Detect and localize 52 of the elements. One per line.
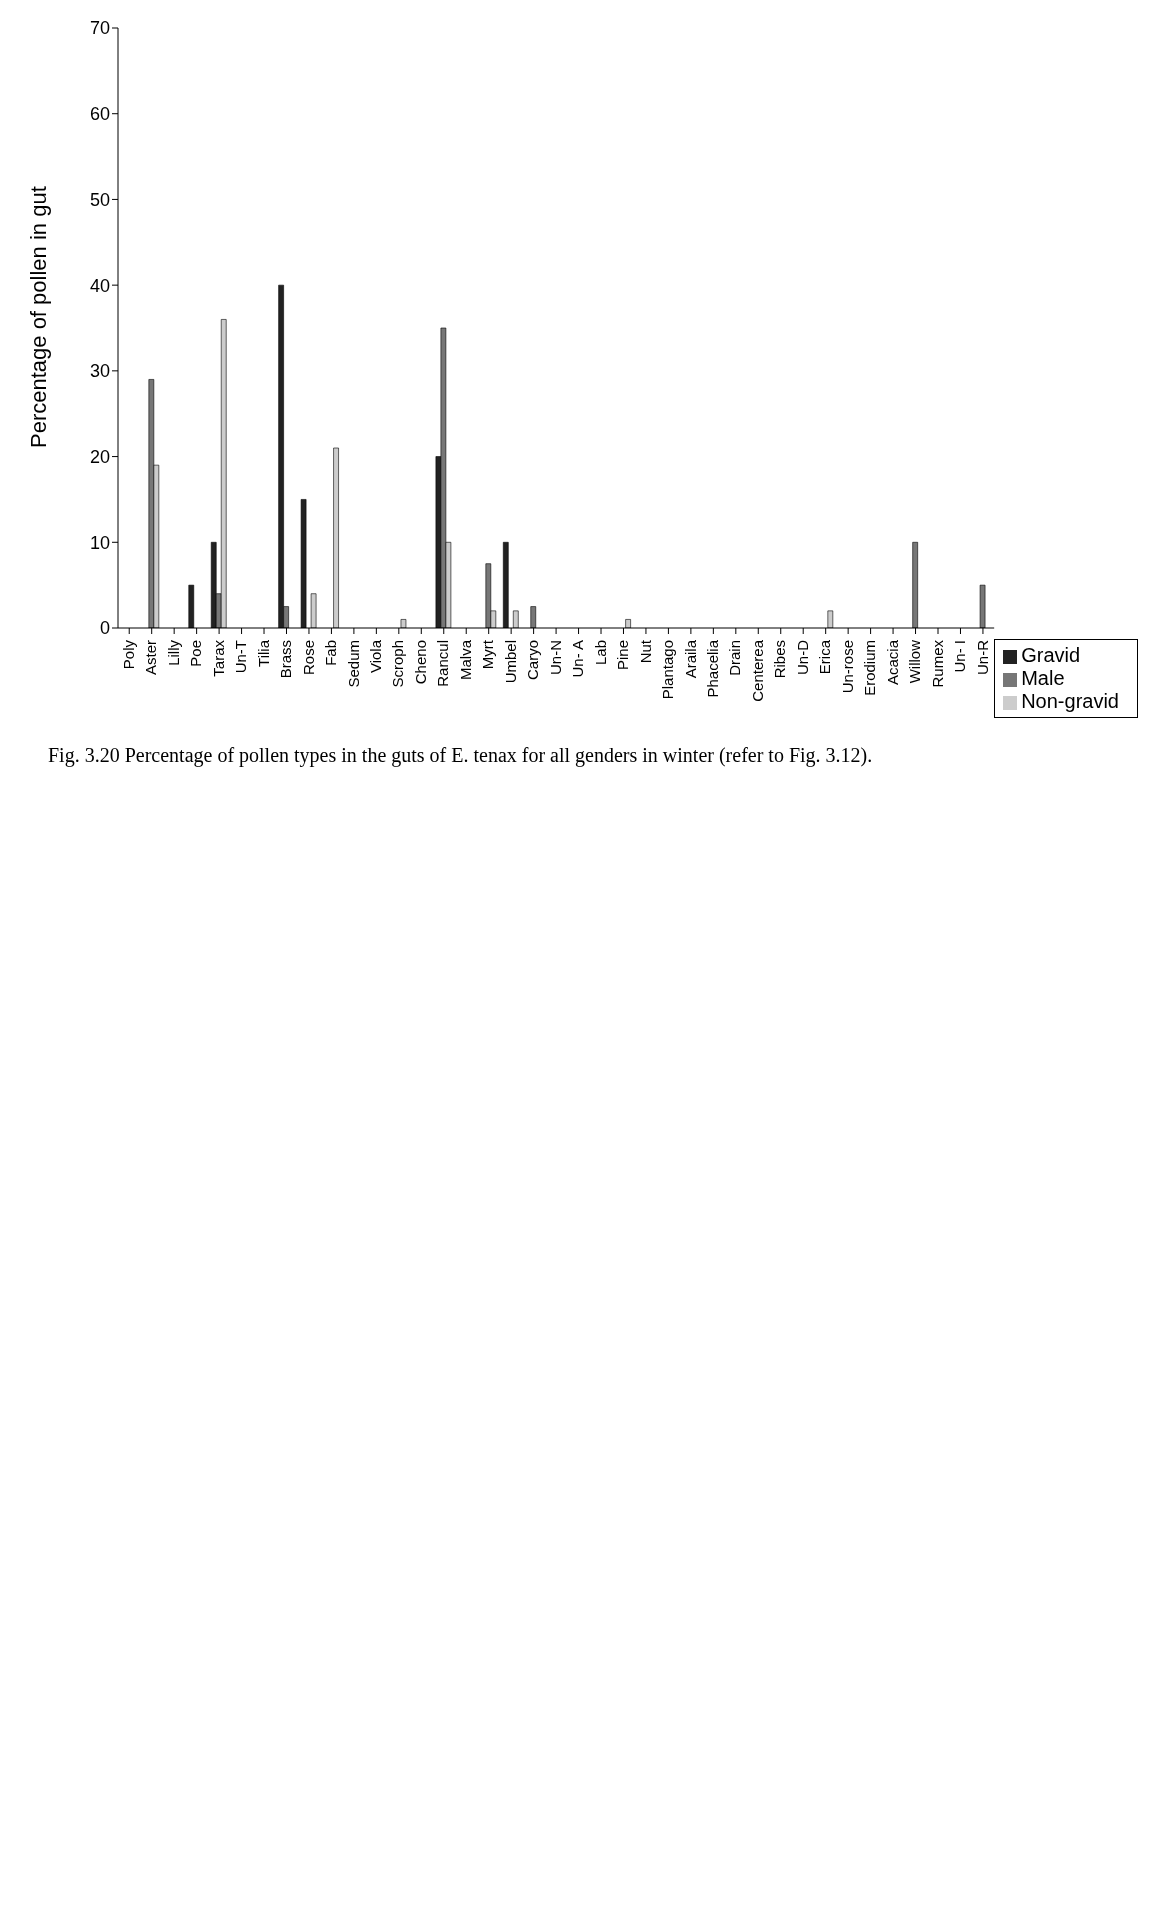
- y-tick-label: 0: [99, 618, 110, 639]
- y-tick-label: 40: [89, 275, 110, 296]
- y-tick-label: 50: [89, 189, 110, 210]
- y-tick-label: 20: [89, 446, 110, 467]
- x-tick-label: Drain: [726, 640, 744, 676]
- x-tick-label: Nut: [636, 639, 654, 664]
- x-tick-label: Brass: [277, 640, 295, 679]
- x-tick-label: Plantago: [659, 640, 677, 700]
- x-tick-label: Poly: [119, 639, 137, 670]
- x-tick-label: Myrt: [479, 639, 497, 670]
- x-tick-label: Aster: [142, 640, 160, 676]
- x-tick-label: Acacia: [883, 639, 901, 686]
- y-axis-title: Percentage of pollen in gut: [25, 186, 51, 448]
- x-tick-label: Lab: [591, 640, 609, 666]
- x-tick-label: Malva: [456, 639, 474, 681]
- x-tick-label: Cheno: [411, 640, 429, 685]
- x-tick-label: Araila: [681, 639, 699, 679]
- x-tick-label: Willow: [906, 639, 924, 684]
- x-tick-label: Un-D: [793, 639, 811, 676]
- y-tick-label: 10: [89, 532, 110, 553]
- x-tick-label: Pine: [614, 640, 632, 671]
- x-tick-label: Tarax: [209, 639, 227, 677]
- x-tick-label: Erica: [816, 639, 834, 675]
- x-tick-label: Scroph: [389, 640, 407, 688]
- y-tick-label: 30: [89, 361, 110, 382]
- x-tick-label: Fab: [322, 640, 340, 666]
- x-tick-label: Sedum: [344, 640, 362, 688]
- caption: Fig. 3.20 Percentage of pollen types in the guts of E. tenax for all genders in winter (refer to Fig. 3.12).: [48, 744, 874, 767]
- x-tick-label: Un- A: [569, 640, 587, 678]
- x-tick-label: Un-R: [973, 639, 991, 676]
- x-tick-label: Un- I: [951, 640, 969, 673]
- x-tick-label: Phacelia: [704, 639, 721, 698]
- x-tick-label: Tilia: [254, 639, 272, 667]
- x-tick-label: Rumex: [928, 639, 946, 688]
- x-tick-label: Rose: [299, 640, 317, 676]
- x-tick-label: Un-rose: [838, 640, 856, 694]
- x-tick-label: Caryo: [524, 640, 542, 681]
- x-tick-label: Un-T: [232, 640, 250, 674]
- x-tick-label: Lilly: [164, 639, 182, 666]
- legend-label: Gravid: [1021, 644, 1081, 666]
- legend-label: Male: [1021, 667, 1065, 689]
- x-tick-label: Rancul: [434, 640, 452, 687]
- x-tick-label: Umbel: [501, 640, 519, 684]
- x-tick-label: Viola: [367, 639, 385, 674]
- x-tick-label: Poe: [187, 640, 205, 667]
- y-tick-label: 70: [89, 18, 110, 39]
- x-tick-label: Ribes: [771, 640, 789, 679]
- x-tick-label: Centerea: [748, 639, 766, 702]
- x-tick-label: Erodium: [861, 640, 879, 696]
- legend-label: Non-gravid: [1021, 690, 1119, 712]
- x-tick-label: Un-N: [546, 640, 564, 676]
- y-tick-label: 60: [89, 104, 110, 125]
